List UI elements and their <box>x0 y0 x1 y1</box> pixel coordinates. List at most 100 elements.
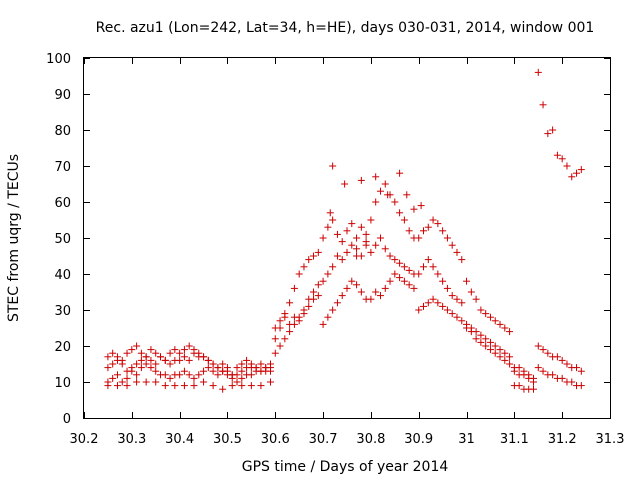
data-point <box>324 313 332 321</box>
data-point <box>152 349 160 357</box>
y-tick-label: 0 <box>63 412 71 427</box>
data-point <box>376 187 384 195</box>
data-point <box>391 198 399 206</box>
data-point <box>161 356 169 364</box>
data-point <box>491 317 499 325</box>
data-point <box>410 205 418 213</box>
data-point <box>434 270 442 278</box>
data-point <box>506 353 514 361</box>
data-point <box>305 256 313 264</box>
x-tick-label: 30.3 <box>117 432 146 447</box>
data-point <box>510 367 518 375</box>
data-point <box>295 317 303 325</box>
data-point <box>415 270 423 278</box>
data-point <box>257 382 265 390</box>
y-tick-label: 90 <box>54 88 71 103</box>
data-point <box>400 216 408 224</box>
data-point <box>133 378 141 386</box>
data-point <box>185 356 193 364</box>
data-point <box>443 234 451 242</box>
data-point <box>214 364 222 372</box>
data-point <box>515 382 523 390</box>
data-point <box>190 374 198 382</box>
data-point <box>190 382 198 390</box>
data-point <box>104 382 112 390</box>
data-point <box>185 371 193 379</box>
data-point <box>319 234 327 242</box>
data-point <box>166 360 174 368</box>
data-point <box>233 364 241 372</box>
y-tick-label: 50 <box>54 232 71 247</box>
x-tick-label: 31.3 <box>596 432 625 447</box>
data-point <box>128 346 136 354</box>
data-point <box>157 353 165 361</box>
data-point <box>553 353 561 361</box>
data-point <box>391 270 399 278</box>
y-tick-label: 40 <box>54 268 71 283</box>
data-point <box>252 364 260 372</box>
data-point <box>209 382 217 390</box>
data-point <box>424 223 432 231</box>
data-point <box>333 230 341 238</box>
data-point <box>415 306 423 314</box>
data-point <box>396 209 404 217</box>
x-tick-label: 31.1 <box>500 432 529 447</box>
data-point <box>247 371 255 379</box>
data-point <box>573 169 581 177</box>
data-point <box>281 335 289 343</box>
y-tick-label: 100 <box>46 52 71 67</box>
data-point <box>161 371 169 379</box>
data-point <box>171 346 179 354</box>
data-point <box>171 382 179 390</box>
data-point <box>180 367 188 375</box>
data-point <box>477 338 485 346</box>
data-point <box>400 277 408 285</box>
data-point <box>326 209 334 217</box>
data-point <box>362 230 370 238</box>
data-point <box>113 371 121 379</box>
data-point <box>314 292 322 300</box>
y-tick-label: 20 <box>54 340 71 355</box>
data-point <box>396 274 404 282</box>
data-point <box>544 349 552 357</box>
data-point <box>123 367 131 375</box>
data-point <box>295 270 303 278</box>
data-point <box>506 328 514 336</box>
data-point <box>223 364 231 372</box>
data-point <box>266 364 274 372</box>
data-point <box>477 331 485 339</box>
data-point <box>372 198 380 206</box>
data-point <box>534 68 542 76</box>
axis-ticks <box>84 58 611 419</box>
data-point <box>376 292 384 300</box>
data-point <box>333 252 341 260</box>
data-point <box>568 378 576 386</box>
data-point <box>467 328 475 336</box>
data-point <box>525 374 533 382</box>
data-point <box>338 238 346 246</box>
data-point <box>544 130 552 138</box>
data-point <box>343 227 351 235</box>
data-point <box>396 169 404 177</box>
data-point <box>410 284 418 292</box>
data-point <box>372 288 380 296</box>
data-point <box>558 374 566 382</box>
data-point <box>434 299 442 307</box>
data-point <box>482 310 490 318</box>
data-point <box>472 335 480 343</box>
data-point <box>415 234 423 242</box>
x-tick-label: 30.4 <box>165 432 194 447</box>
data-point <box>453 295 461 303</box>
data-point <box>128 364 136 372</box>
data-point <box>113 382 121 390</box>
x-tick-label: 30.9 <box>404 432 433 447</box>
data-point <box>429 216 437 224</box>
data-point <box>506 360 514 368</box>
x-axis-label: GPS time / Days of year 2014 <box>242 459 449 475</box>
data-point <box>300 310 308 318</box>
data-point <box>310 295 318 303</box>
data-point <box>417 202 425 210</box>
data-point <box>276 317 284 325</box>
data-point <box>405 281 413 289</box>
data-point <box>558 356 566 364</box>
